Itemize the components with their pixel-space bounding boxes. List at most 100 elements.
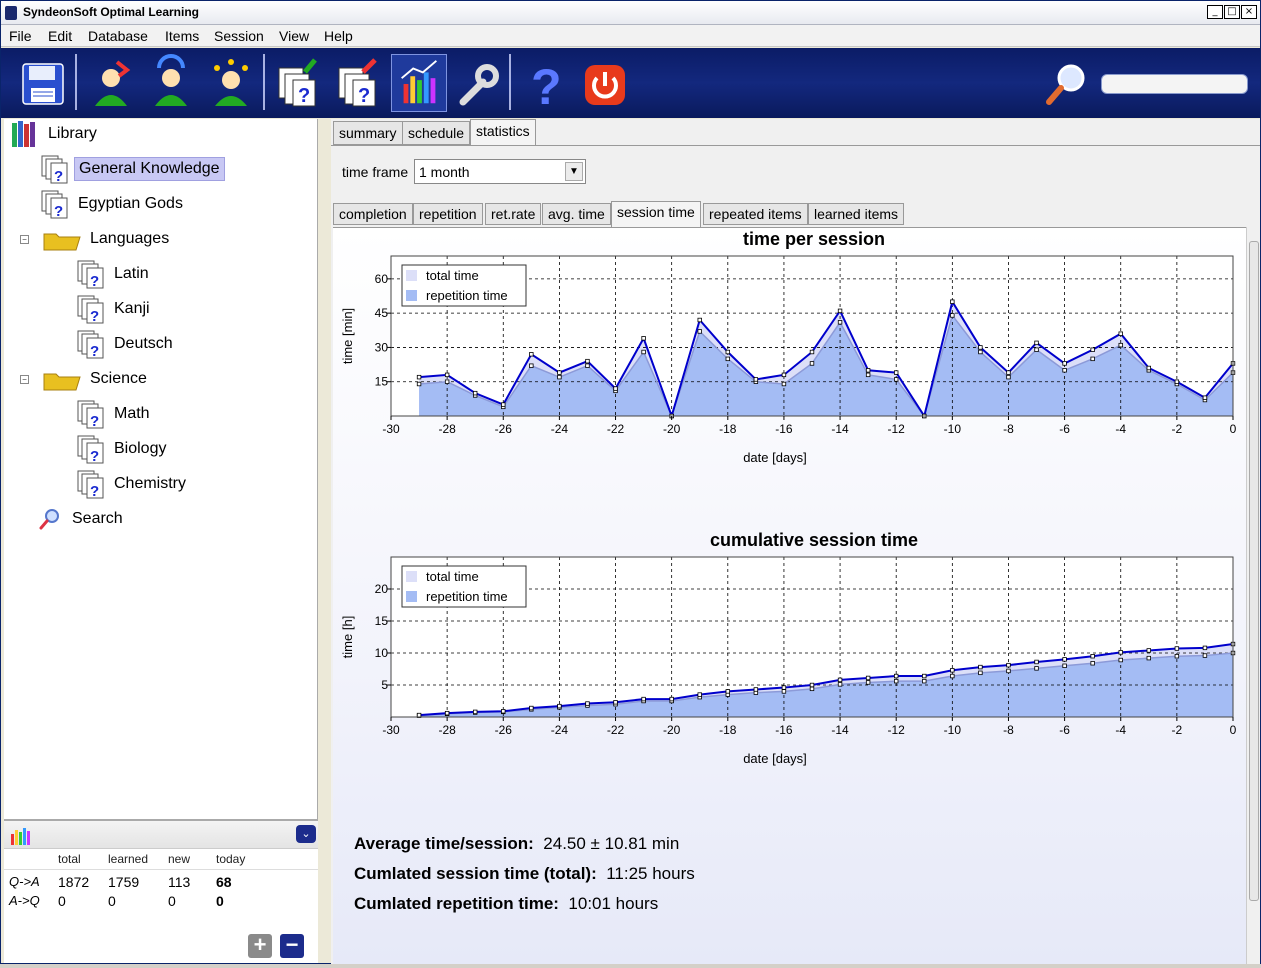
remove-button[interactable]: − <box>280 934 304 958</box>
menu-session[interactable]: Session <box>214 28 264 44</box>
data-point <box>978 664 983 670</box>
data-point <box>1034 347 1039 352</box>
x-tick-label: -14 <box>831 422 849 436</box>
x-tick-label: -30 <box>382 422 400 436</box>
stats-column-header: total <box>58 852 81 866</box>
tree-node-chemistry[interactable]: ? Chemistry <box>76 469 190 499</box>
card-deck-icon: ? <box>77 400 104 429</box>
vertical-scrollbar[interactable] <box>1246 227 1260 964</box>
close-button[interactable]: × <box>1241 5 1257 19</box>
subtab-learned-items[interactable]: learned items <box>808 203 905 225</box>
import-cards-icon[interactable]: ? <box>271 54 327 112</box>
save-icon[interactable] <box>15 54 71 112</box>
menu-edit[interactable]: Edit <box>48 28 73 44</box>
tab-statistics[interactable]: statistics <box>470 119 536 145</box>
data-point <box>1174 379 1180 384</box>
svg-text:?: ? <box>358 85 370 107</box>
maximize-button[interactable]: □ <box>1224 5 1240 19</box>
chart-title: time per session <box>743 229 885 249</box>
export-cards-icon[interactable]: ? <box>331 54 387 112</box>
menu-database[interactable]: Database <box>88 28 148 44</box>
stats-cell: 0 <box>108 893 116 909</box>
tree-node-languages[interactable]: − Languages <box>20 224 173 254</box>
tree-node-science[interactable]: − Science <box>20 364 151 394</box>
search-icon[interactable] <box>1043 54 1093 112</box>
data-point <box>697 329 702 334</box>
chart-legend: total time repetition time <box>401 565 527 608</box>
tree-label: Languages <box>90 230 170 247</box>
summary-value: 24.50 ± 10.81 min <box>543 834 680 853</box>
tab-summary[interactable]: summary <box>333 121 403 145</box>
data-point <box>557 703 562 709</box>
scrollbar-thumb[interactable] <box>1249 241 1259 901</box>
tree-node-latin[interactable]: ? Latin <box>76 259 153 289</box>
user-refresh-icon[interactable] <box>143 54 199 112</box>
tree-node-search[interactable]: Search <box>38 504 127 534</box>
subtab-repeated-items[interactable]: repeated items <box>703 203 808 225</box>
subtab-completion[interactable]: completion <box>333 203 413 225</box>
legend-box <box>401 264 527 307</box>
title-bar: SyndeonSoft Optimal Learning _ □ × <box>1 1 1260 25</box>
tree-root-library[interactable]: Library <box>10 119 101 149</box>
menu-items[interactable]: Items <box>165 28 200 44</box>
collapse-expander-icon[interactable]: − <box>20 375 29 384</box>
x-tick-label: -26 <box>495 723 513 737</box>
data-point <box>501 709 506 714</box>
data-point <box>613 700 618 705</box>
data-point <box>809 349 815 355</box>
x-tick-label: -16 <box>775 422 793 436</box>
user-down-icon[interactable] <box>83 54 139 112</box>
collapse-expander-icon[interactable]: − <box>20 235 29 244</box>
power-icon[interactable] <box>577 54 633 112</box>
statistics-pane: summary schedule statistics time frame 1… <box>331 119 1260 964</box>
legend-label-repetition-time: repetition time <box>426 589 508 604</box>
legend-swatch-total-time <box>406 571 417 582</box>
data-point <box>837 320 843 325</box>
folder-open-icon <box>43 373 81 391</box>
tree-node-general-knowledge[interactable]: ? General Knowledge <box>40 154 225 184</box>
tree-node-egyptian-gods[interactable]: ? Egyptian Gods <box>40 189 187 219</box>
minimize-button[interactable]: _ <box>1207 5 1223 19</box>
menu-view[interactable]: View <box>279 28 310 44</box>
data-point <box>1006 662 1011 668</box>
svg-text:?: ? <box>90 448 99 464</box>
add-button[interactable]: + <box>248 934 272 958</box>
collapse-panel-button[interactable]: ⌄ <box>296 825 316 843</box>
summary-key: Cumlated session time (total): <box>354 864 597 883</box>
chevron-down-icon[interactable]: ▼ <box>565 162 583 181</box>
y-tick-label: 30 <box>375 340 389 354</box>
help-icon[interactable]: ? <box>517 54 573 115</box>
user-star-icon[interactable] <box>203 54 259 112</box>
data-point <box>865 675 871 681</box>
toolbar-separator <box>509 54 511 110</box>
menu-file[interactable]: File <box>9 28 32 44</box>
tree-node-math[interactable]: ? Math <box>76 399 154 429</box>
settings-wrench-icon[interactable] <box>449 54 505 112</box>
window-title: SyndeonSoft Optimal Learning <box>23 5 200 19</box>
subtab-ret-rate[interactable]: ret.rate <box>485 203 542 225</box>
x-tick-label: -16 <box>775 723 793 737</box>
tree-node-kanji[interactable]: ? Kanji <box>76 294 154 324</box>
subtab-session-time[interactable]: session time <box>611 201 701 227</box>
data-point <box>837 677 843 683</box>
data-point <box>725 349 730 355</box>
stats-cell: 0 <box>58 893 66 909</box>
data-point <box>865 368 871 373</box>
x-tick-label: -4 <box>1115 723 1126 737</box>
data-point <box>585 701 590 706</box>
tree-node-deutsch[interactable]: ? Deutsch <box>76 329 177 359</box>
menu-help[interactable]: Help <box>324 28 353 44</box>
tree-node-biology[interactable]: ? Biology <box>76 434 170 464</box>
data-point <box>809 361 815 366</box>
tab-schedule[interactable]: schedule <box>402 121 471 145</box>
x-tick-label: -2 <box>1172 422 1183 436</box>
subtab-avg-time[interactable]: avg. time <box>542 203 611 225</box>
data-point <box>416 712 422 718</box>
search-input[interactable] <box>1101 74 1248 94</box>
data-point <box>1118 650 1123 655</box>
subtab-repetition[interactable]: repetition <box>413 203 483 225</box>
timeframe-select[interactable]: 1 month ▼ <box>414 159 586 184</box>
statistics-icon[interactable] <box>391 54 447 112</box>
x-tick-label: 0 <box>1230 723 1237 737</box>
